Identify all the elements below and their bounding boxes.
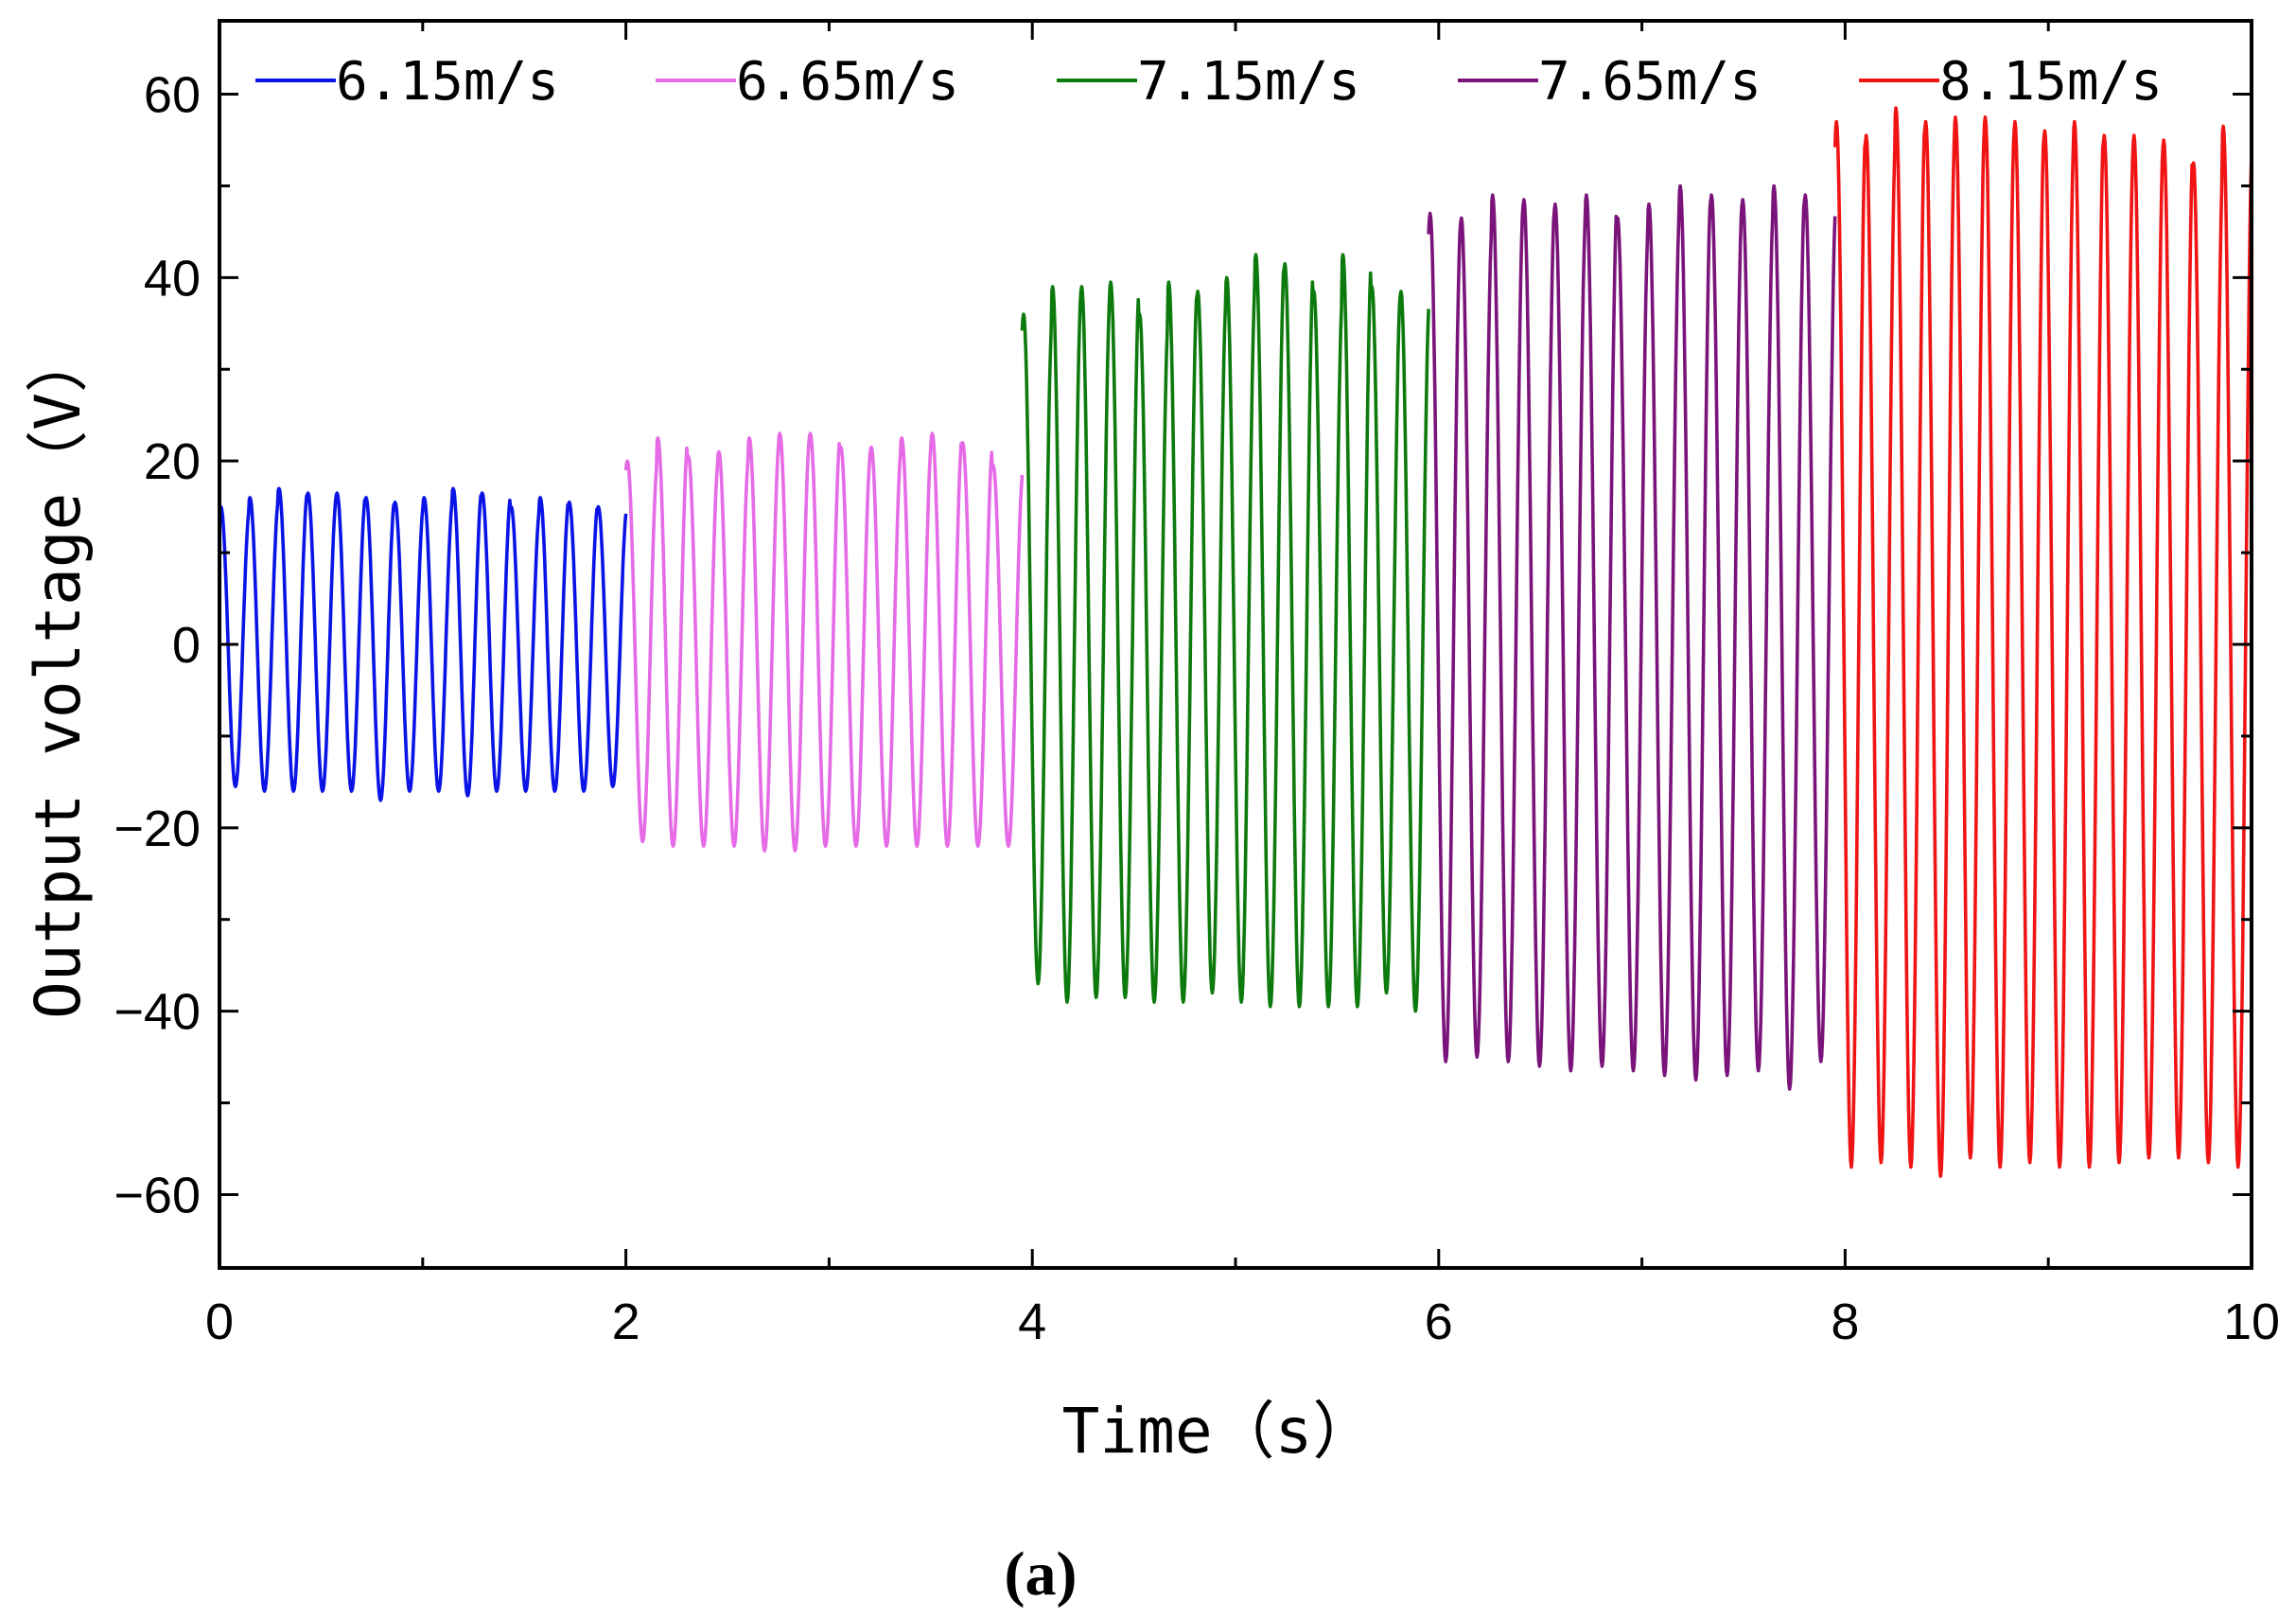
legend-label: 7.65m/s [1538,51,1761,113]
x-tick-label: 2 [612,1293,640,1350]
y-tick-label: 20 [144,433,201,490]
x-tick-label: 8 [1831,1293,1859,1350]
series-line-2 [1020,253,1430,1013]
y-tick-label: 60 [144,67,201,124]
series-line-4 [1832,106,2253,1178]
legend-label: 6.65m/s [736,51,959,113]
series-line-1 [623,431,1025,853]
x-tick-label: 6 [1425,1293,1453,1350]
ticks-layer: 0 2 4 6 8 10 60 40 20 0 −20 −40 −60 [114,21,2280,1350]
panel-label: (a) [1005,1540,1078,1609]
legend: 6.15m/s 6.65m/s 7.15m/s 7.65m/s 8.15m/s [255,51,2163,113]
x-tick-label: 10 [2223,1293,2280,1350]
series-layer [218,106,2253,1178]
y-tick-label: 0 [172,617,201,674]
x-axis-title: Time（s） [1062,1395,1376,1468]
legend-label: 7.15m/s [1137,51,1360,113]
y-tick-label: −20 [114,801,201,857]
y-tick-label: −40 [114,984,201,1041]
legend-label: 8.15m/s [1939,51,2163,113]
legend-label: 6.15m/s [336,51,559,113]
y-tick-label: 40 [144,250,201,307]
series-line-3 [1427,184,1837,1091]
y-axis-title: Output voltage（V） [22,330,95,1019]
x-tick-label: 0 [205,1293,234,1350]
x-tick-label: 4 [1018,1293,1046,1350]
y-tick-label: −60 [114,1167,201,1223]
series-line-0 [218,486,628,802]
